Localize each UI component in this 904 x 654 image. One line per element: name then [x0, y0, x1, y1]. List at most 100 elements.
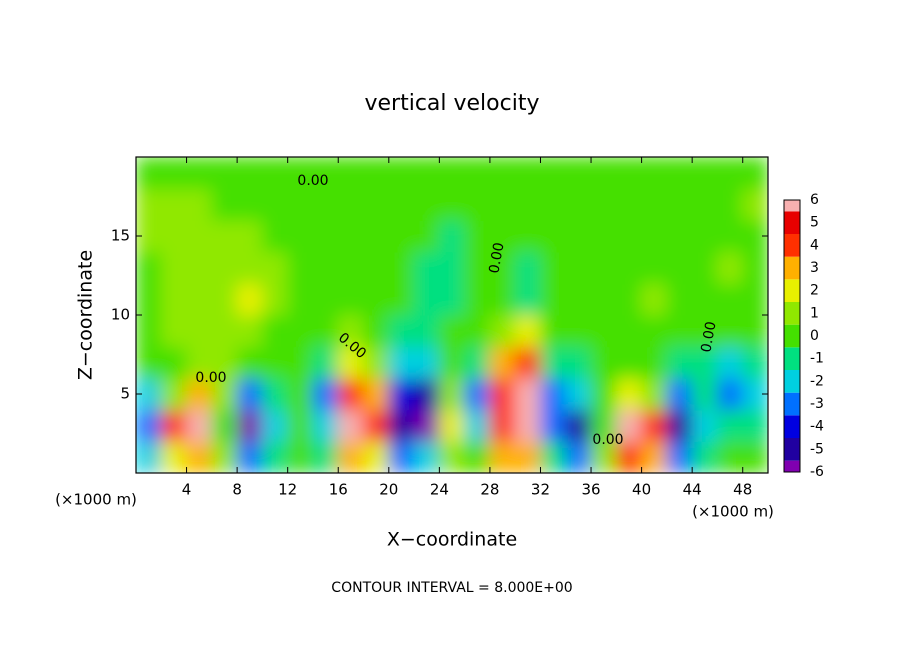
cell — [413, 409, 440, 442]
cell — [641, 314, 668, 348]
cell — [514, 219, 541, 253]
cell — [666, 377, 693, 411]
cell — [186, 346, 213, 379]
cell — [186, 188, 213, 221]
cell — [363, 440, 390, 473]
cell — [565, 282, 592, 316]
cell — [160, 157, 188, 190]
cell — [464, 157, 491, 190]
cell — [691, 440, 718, 473]
cell — [337, 409, 365, 442]
colorbar-label: -1 — [810, 351, 824, 367]
cell — [514, 251, 541, 284]
cell — [464, 314, 491, 348]
cell — [742, 251, 768, 284]
cell — [186, 377, 213, 411]
field — [136, 157, 768, 473]
cell — [136, 282, 162, 316]
cell — [716, 440, 744, 473]
colorbar-swatch — [784, 438, 800, 461]
y-tick-label: 15 — [111, 227, 130, 245]
colorbar-swatch — [784, 200, 800, 212]
plot-frame — [135, 156, 769, 474]
cell — [337, 188, 365, 221]
cell — [489, 188, 516, 221]
cell — [388, 188, 415, 221]
cell — [211, 440, 238, 473]
cell — [615, 251, 643, 284]
cell — [438, 188, 466, 221]
cell — [236, 377, 263, 411]
cell — [742, 440, 768, 473]
cell — [261, 377, 289, 411]
cell — [136, 440, 162, 473]
cell — [337, 157, 365, 190]
cell — [489, 377, 516, 411]
cell — [742, 314, 768, 348]
cell — [514, 346, 541, 379]
cell — [438, 157, 466, 190]
cell — [742, 346, 768, 379]
footer: CONTOUR INTERVAL = 8.000E+00 — [331, 580, 572, 596]
cell — [337, 219, 365, 253]
cell — [236, 251, 263, 284]
cell — [742, 409, 768, 442]
cell — [666, 251, 693, 284]
cell — [312, 409, 339, 442]
cell — [489, 314, 516, 348]
cell — [539, 251, 567, 284]
cell — [590, 377, 617, 411]
cell — [514, 188, 541, 221]
cell — [539, 219, 567, 253]
cell — [514, 157, 541, 190]
cell — [388, 440, 415, 473]
cell — [666, 282, 693, 316]
cell — [236, 314, 263, 348]
contour-label: 0.00 — [195, 370, 226, 386]
cell — [363, 377, 390, 411]
cell — [186, 440, 213, 473]
cell — [666, 440, 693, 473]
cell — [136, 157, 162, 190]
cell — [312, 219, 339, 253]
cell — [186, 282, 213, 316]
colorbar-label: 3 — [810, 260, 819, 276]
cell — [716, 282, 744, 316]
cell — [287, 314, 314, 348]
x-unit-label: (×1000 m) — [692, 503, 774, 521]
colorbar-label: 4 — [810, 237, 819, 253]
cell — [716, 314, 744, 348]
cell — [464, 346, 491, 379]
y-tick-label: 5 — [120, 385, 130, 403]
cell — [287, 282, 314, 316]
cell — [236, 188, 263, 221]
cell — [514, 314, 541, 348]
cell — [261, 346, 289, 379]
cell — [236, 440, 263, 473]
colorbar-label: -2 — [810, 373, 824, 389]
cell — [641, 188, 668, 221]
x-tick-label: 40 — [632, 481, 651, 499]
cell — [287, 440, 314, 473]
cell — [691, 251, 718, 284]
cell — [413, 346, 440, 379]
cell — [236, 219, 263, 253]
x-tick-label: 20 — [379, 481, 398, 499]
cell — [413, 251, 440, 284]
cell — [388, 409, 415, 442]
cell — [261, 440, 289, 473]
cell — [641, 282, 668, 316]
cell — [186, 314, 213, 348]
cell — [691, 157, 718, 190]
cell — [413, 219, 440, 253]
cell — [261, 314, 289, 348]
cell — [388, 219, 415, 253]
cell — [160, 314, 188, 348]
cell — [388, 282, 415, 316]
colorbar-label: -4 — [810, 419, 824, 435]
cell — [615, 409, 643, 442]
cell — [489, 440, 516, 473]
cell — [363, 219, 390, 253]
cell — [312, 282, 339, 316]
